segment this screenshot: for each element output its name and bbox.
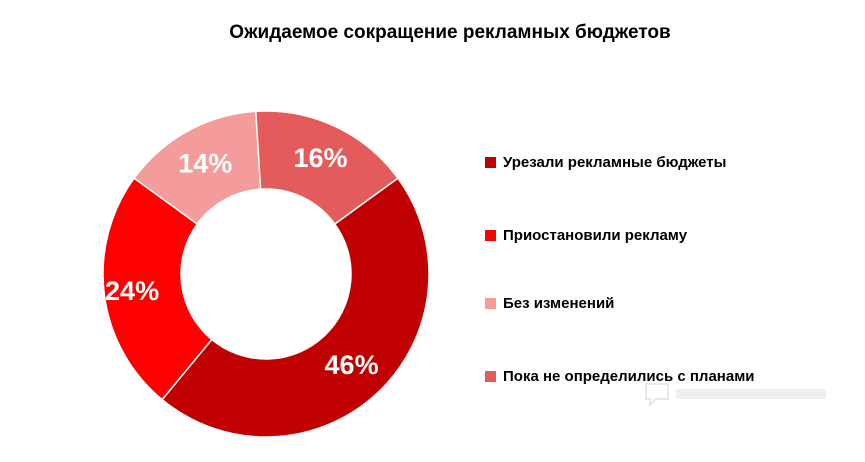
legend-label: Без изменений	[503, 294, 615, 312]
legend-item-undecided: Пока не определились с планами	[485, 366, 755, 386]
legend-swatch	[485, 156, 496, 168]
legend-swatch	[485, 229, 496, 241]
slice-cut-budgets	[161, 177, 430, 438]
legend: Урезали рекламные бюджеты Приостановили …	[485, 0, 855, 462]
legend-label: Приостановили рекламу	[503, 226, 688, 244]
slice-paused-ads	[102, 177, 213, 401]
legend-swatch	[485, 370, 496, 382]
data-label-paused-ads: 24%	[105, 276, 159, 306]
legend-swatch	[485, 297, 496, 309]
chart-title: Ожидаемое сокращение рекламных бюджетов	[229, 22, 671, 43]
data-label-cut-budgets: 46%	[325, 350, 379, 380]
data-label-no-change: 14%	[178, 149, 232, 179]
slice-undecided	[254, 110, 399, 226]
legend-label: Пока не определились с планами	[503, 367, 755, 385]
donut-chart: 46% 24% 14% 16%	[102, 110, 430, 438]
watermark-logo	[645, 383, 826, 408]
legend-label: Урезали рекламные бюджеты	[503, 153, 727, 171]
legend-item-paused-ads: Приостановили рекламу	[485, 225, 687, 245]
legend-item-cut-budgets: Урезали рекламные бюджеты	[485, 152, 726, 172]
legend-item-no-change: Без изменений	[485, 293, 614, 313]
data-label-undecided: 16%	[293, 143, 347, 173]
